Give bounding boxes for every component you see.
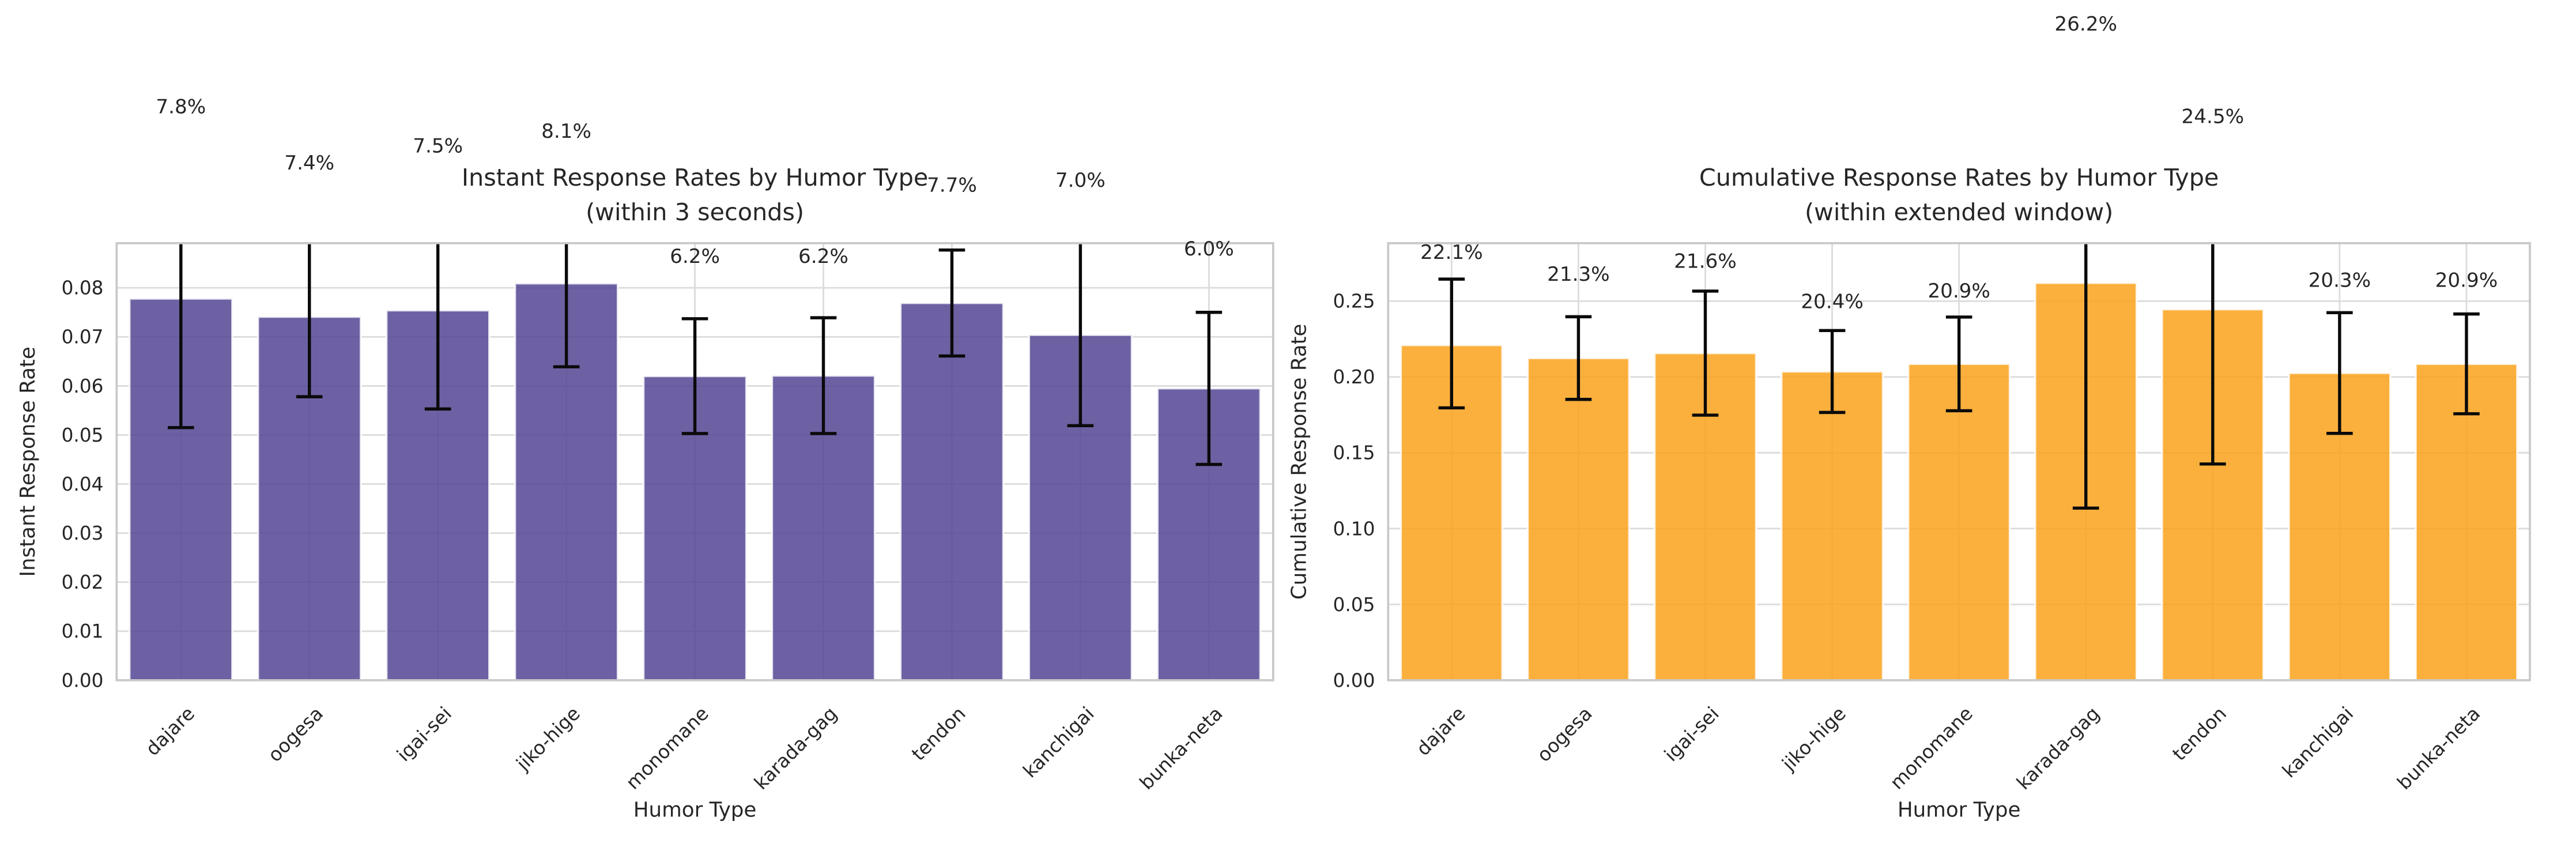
y-tick-label: 0.01 xyxy=(62,620,104,642)
x-axis-label-instant: Humor Type xyxy=(633,798,757,822)
value-label-jiko-hige: 8.1% xyxy=(541,120,591,143)
x-tick-label-kanchigai: kanchigai xyxy=(1019,703,1099,782)
x-tick-label-monomane: monomane xyxy=(622,703,713,794)
y-tick-label: 0.20 xyxy=(1333,366,1375,388)
x-tick-label-oogesa: oogesa xyxy=(1533,703,1596,766)
value-label-bunka-neta: 20.9% xyxy=(2435,269,2498,292)
x-tick-label-monomane: monomane xyxy=(1886,703,1977,794)
y-tick-label: 0.05 xyxy=(1333,594,1375,616)
value-label-kanchigai: 20.3% xyxy=(2309,269,2371,292)
y-tick-label: 0.06 xyxy=(62,375,104,397)
value-label-bunka-neta: 6.0% xyxy=(1184,238,1234,261)
y-tick-label: 0.15 xyxy=(1333,442,1375,464)
value-label-jiko-hige: 20.4% xyxy=(1801,290,1864,313)
x-tick-label-jiko-hige: jiko-hige xyxy=(512,703,584,775)
x-tick-label-bunka-neta: bunka-neta xyxy=(1136,703,1227,794)
axes-frame-cumulative xyxy=(1387,242,2531,681)
value-label-tendon: 24.5% xyxy=(2181,105,2244,128)
y-tick-label: 0.10 xyxy=(1333,518,1375,540)
value-label-monomane: 6.2% xyxy=(670,245,720,268)
y-tick-label: 0.02 xyxy=(62,571,104,593)
value-label-dajare: 22.1% xyxy=(1420,241,1483,264)
y-tick-label: 0.00 xyxy=(62,669,104,691)
x-tick-label-jiko-hige: jiko-hige xyxy=(1778,703,1850,775)
y-tick-label: 0.03 xyxy=(62,522,104,544)
x-tick-label-dajare: dajare xyxy=(1412,703,1470,760)
chart-title-line2-cumulative: (within extended window) xyxy=(1805,198,2113,226)
y-tick-label: 0.08 xyxy=(62,277,104,299)
y-axis-label-cumulative: Cumulative Response Rate xyxy=(1288,324,1311,600)
value-label-monomane: 20.9% xyxy=(1928,280,1990,303)
y-tick-label: 0.05 xyxy=(62,424,104,446)
x-tick-label-karada-gag: karada-gag xyxy=(750,703,842,794)
x-tick-label-igai-sei: igai-sei xyxy=(393,703,456,766)
value-label-kanchigai: 7.0% xyxy=(1055,169,1106,192)
value-label-tendon: 7.7% xyxy=(927,174,977,197)
x-tick-label-igai-sei: igai-sei xyxy=(1660,703,1723,766)
bar-oogesa xyxy=(1526,357,1631,681)
value-label-igai-sei: 7.5% xyxy=(413,134,463,157)
value-label-oogesa: 21.3% xyxy=(1547,263,1610,286)
chart-title-line1-cumulative: Cumulative Response Rates by Humor Type xyxy=(1699,164,2219,191)
value-label-oogesa: 7.4% xyxy=(284,152,334,175)
y-tick-label: 0.00 xyxy=(1333,669,1375,691)
axes-frame-instant xyxy=(115,242,1274,681)
x-tick-label-kanchigai: kanchigai xyxy=(2278,703,2358,782)
x-axis-label-cumulative: Humor Type xyxy=(1898,798,2021,822)
chart-title-line1-instant: Instant Response Rates by Humor Type xyxy=(462,164,928,191)
x-tick-label-bunka-neta: bunka-neta xyxy=(2393,703,2485,794)
x-tick-label-dajare: dajare xyxy=(141,703,199,760)
y-tick-label: 0.07 xyxy=(62,326,104,348)
y-axis-label-instant: Instant Response Rate xyxy=(16,346,40,577)
bar-monomane xyxy=(1907,363,2011,681)
x-tick-label-tendon: tendon xyxy=(907,703,970,765)
value-label-karada-gag: 6.2% xyxy=(798,245,848,268)
value-label-igai-sei: 21.6% xyxy=(1674,250,1737,273)
x-tick-label-tendon: tendon xyxy=(2168,703,2231,765)
y-tick-label: 0.25 xyxy=(1333,291,1375,312)
x-tick-label-karada-gag: karada-gag xyxy=(2012,703,2104,794)
x-tick-label-oogesa: oogesa xyxy=(264,703,327,766)
bar-bunka-neta xyxy=(2415,363,2518,681)
bar-tendon xyxy=(899,302,1005,681)
value-label-dajare: 7.8% xyxy=(156,95,206,118)
bar-jiko-hige xyxy=(1780,370,1884,681)
y-tick-label: 0.04 xyxy=(62,473,104,495)
chart-title-line2-instant: (within 3 seconds) xyxy=(586,198,804,226)
value-label-karada-gag: 26.2% xyxy=(2054,13,2117,36)
